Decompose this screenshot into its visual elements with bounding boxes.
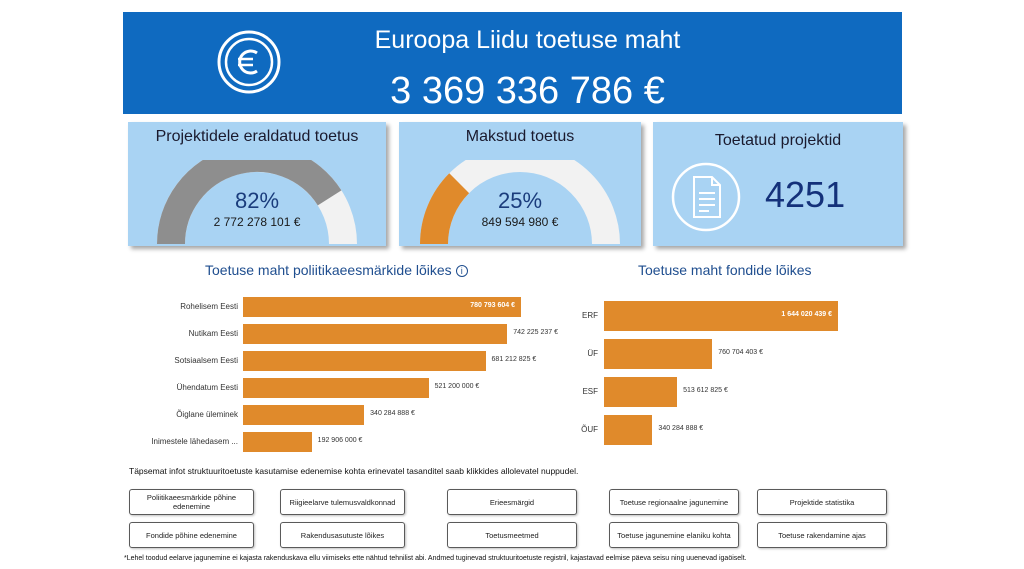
bar-value-label: 681 212 825 € [491,356,537,363]
bar[interactable] [604,415,653,445]
bar-value-label: 192 906 000 € [317,437,363,444]
bar[interactable] [604,301,838,331]
button-regional-distribution[interactable]: Toetuse regionaalne jagunemine [609,489,739,515]
kpi-paid-amount: 849 594 980 € [481,215,559,229]
header-amount: 3 369 336 786 € [390,70,665,112]
bar[interactable] [604,377,678,407]
button-policy-progress[interactable]: Poliitikaeesmärkide põhine edenemine [129,489,254,515]
kpi-card-paid: Makstud toetus 25% 849 594 980 € [399,122,641,246]
kpi-allocated-title: Projektidele eraldatud toetus [155,128,359,145]
button-implementing-agencies[interactable]: Rakendusasutuste lõikes [280,522,405,548]
info-icon[interactable]: i [455,265,468,277]
policy-section-title: Toetuse maht poliitikaeesmärkide lõikes i [205,262,468,278]
bar-value-label: 742 225 237 € [513,329,559,336]
bar[interactable] [243,432,312,452]
fund-section-title: Toetuse maht fondide lõikes [638,262,812,278]
bar-value-label: 760 704 403 € [718,349,764,356]
bar-category-label: ÕUF [581,425,598,434]
allocated-gauge [157,160,357,244]
button-budget-areas[interactable]: Riigieelarve tulemusvaldkonnad [280,489,405,515]
bar-value-label: 513 612 825 € [683,387,728,394]
policy-bar-chart: Rohelisem Eesti 780 793 604 € Nutikam Eest… [120,292,560,462]
header-title: Euroopa Liidu toetuse maht [374,26,681,54]
bar[interactable] [243,297,521,317]
button-fund-progress[interactable]: Fondide põhine edenemine [129,522,254,548]
kpi-paid-title: Makstud toetus [465,128,575,145]
bar-category-label: Rohelisem Eesti [180,302,238,311]
kpi-allocated-percent: 82% [234,188,280,213]
bar-category-label: ERF [582,311,598,320]
bar-category-label: Ühendatum Eesti [176,383,238,392]
footnote: *Lehel toodud eelarve jagunemine ei kaja… [124,555,747,562]
kpi-projects-title: Toetatud projektid [714,132,842,149]
kpi-projects-count: 4251 [765,174,846,215]
button-specific-objectives[interactable]: Erieesmärgid [447,489,577,515]
button-support-measures[interactable]: Toetusmeetmed [447,522,577,548]
kpi-allocated-amount: 2 772 278 101 € [213,215,301,229]
bar-value-label: 340 284 888 € [370,410,415,417]
bar[interactable] [243,324,508,344]
bar[interactable] [243,351,486,371]
bar-value-label: 780 793 604 € [470,302,515,309]
bar-category-label: Inimestele lähedasem ... [151,437,238,446]
kpi-card-allocated: Projektidele eraldatud toetus 82% 2 772 … [128,122,386,246]
bar-category-label: ESF [582,387,598,396]
bar-category-label: Sotsiaalsem Eesti [174,356,238,365]
info-note: Täpsemat infot struktuuritoetuste kasuta… [129,466,579,476]
bar-category-label: Õiglane üleminek [176,410,238,419]
button-project-statistics[interactable]: Projektide statistika [757,489,887,515]
kpi-paid-percent: 25% [497,188,543,213]
euro-icon [217,30,281,94]
button-per-capita[interactable]: Toetuse jagunemine elaniku kohta [609,522,739,548]
paid-gauge-fill [420,173,470,244]
bar-category-label: ÜF [587,349,598,358]
header-banner: Euroopa Liidu toetuse maht 3 369 336 786… [123,12,902,114]
allocated-gauge-fill [157,160,342,244]
fund-bar-chart: ERF 1 644 020 439 € ÜF 760 704 403 € ESF 513 … [570,292,900,462]
paid-gauge [420,160,620,244]
bar[interactable] [243,378,429,398]
bar-category-label: Nutikam Eesti [188,329,238,338]
document-icon [671,162,741,232]
kpi-card-projects: Toetatud projektid 4251 [653,122,903,246]
bar[interactable] [243,405,365,425]
bar-value-label: 340 284 888 € [658,425,704,432]
button-over-time[interactable]: Toetuse rakendamine ajas [757,522,887,548]
bar-value-label: 1 644 020 439 € [781,311,832,318]
policy-section-title-text: Toetuse maht poliitikaeesmärkide lõikes [205,262,452,278]
bar-value-label: 521 200 000 € [434,383,480,390]
bar[interactable] [604,339,713,369]
